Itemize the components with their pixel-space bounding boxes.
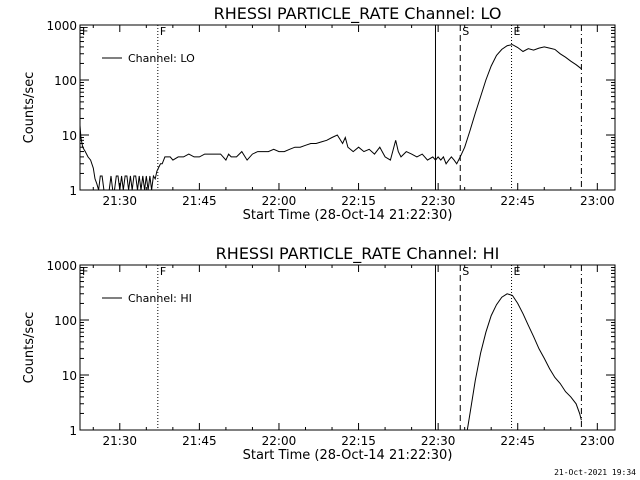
- x-tick-label: 21:45: [182, 194, 217, 208]
- event-marker-label: F: [82, 265, 88, 278]
- series-line-0: [79, 44, 582, 191]
- event-marker-label: E: [514, 25, 521, 38]
- y-tick-label: 10: [62, 129, 77, 143]
- event-marker-label: F: [160, 25, 166, 38]
- y-tick-label: 1: [69, 184, 77, 198]
- x-tick-label: 23:00: [580, 434, 615, 448]
- chart-title: RHESSI PARTICLE_RATE Channel: HI: [216, 244, 500, 264]
- y-tick-label: 100: [54, 74, 77, 88]
- x-tick-label: 21:30: [102, 194, 137, 208]
- footer-timestamp: 21-Oct-2021 19:34: [554, 468, 636, 477]
- x-tick-label: 22:45: [500, 434, 535, 448]
- chart-title: RHESSI PARTICLE_RATE Channel: LO: [214, 4, 502, 24]
- x-tick-label: 21:45: [182, 434, 217, 448]
- plot-frame: [79, 264, 616, 431]
- y-tick-label: 1: [69, 424, 77, 438]
- x-tick-label: 22:30: [421, 434, 456, 448]
- event-marker-label: E: [514, 265, 521, 278]
- x-tick-label: 22:15: [341, 434, 376, 448]
- event-marker-label: S: [462, 25, 469, 38]
- y-tick-label: 1000: [46, 19, 77, 33]
- x-tick-label: 22:00: [262, 434, 297, 448]
- x-axis-label: Start Time (28-Oct-14 21:22:30): [243, 448, 453, 463]
- event-marker-label: S: [462, 265, 469, 278]
- legend-label: Channel: LO: [128, 52, 195, 65]
- x-tick-label: 23:00: [580, 194, 615, 208]
- series-line-0: [466, 293, 582, 431]
- x-tick-label: 22:00: [262, 194, 297, 208]
- plot-frame: [79, 24, 616, 191]
- x-tick-label: 22:15: [341, 194, 376, 208]
- chart-panel-lo: RHESSI PARTICLE_RATE Channel: LO 1 10 100 10…: [22, 4, 616, 223]
- y-tick-label: 1000: [46, 259, 77, 273]
- event-marker-label: F: [82, 25, 88, 38]
- y-tick-label: 100: [54, 314, 77, 328]
- y-axis-label: Counts/sec: [22, 312, 37, 384]
- x-tick-label: 22:45: [500, 194, 535, 208]
- x-tick-label: 21:30: [102, 434, 137, 448]
- chart-panel-hi: RHESSI PARTICLE_RATE Channel: HI 1 10 100 10…: [22, 244, 616, 463]
- x-tick-label: 22:30: [421, 194, 456, 208]
- y-axis-label: Counts/sec: [22, 72, 37, 144]
- legend-label: Channel: HI: [128, 292, 192, 305]
- event-marker-label: F: [160, 265, 166, 278]
- y-tick-label: 10: [62, 369, 77, 383]
- x-axis-label: Start Time (28-Oct-14 21:22:30): [243, 208, 453, 223]
